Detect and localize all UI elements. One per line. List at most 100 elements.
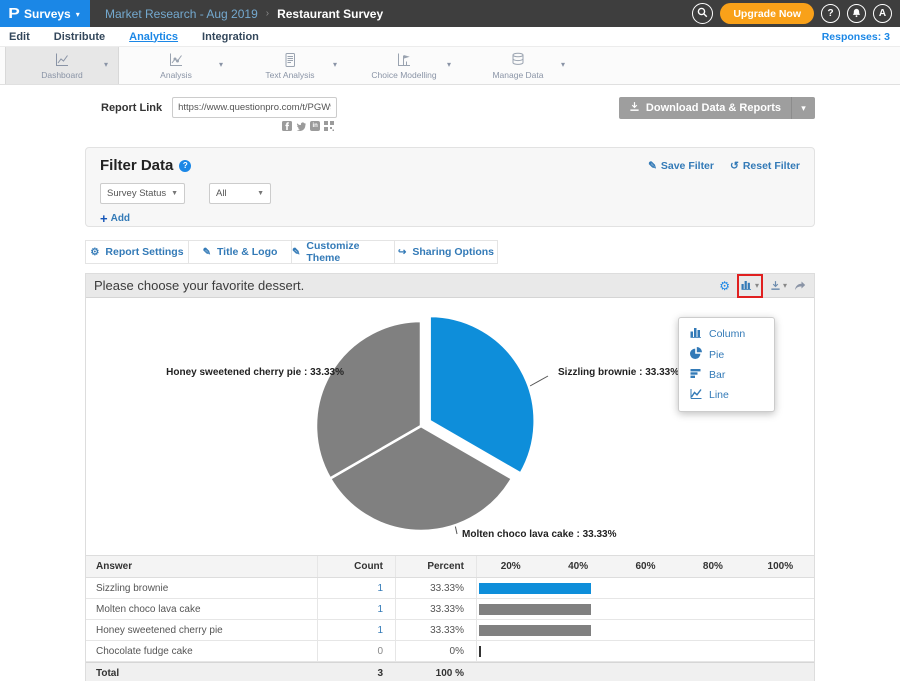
chevron-down-icon: ▾ xyxy=(76,10,80,19)
upgrade-now-button[interactable]: Upgrade Now xyxy=(720,3,814,24)
percent-bar xyxy=(479,604,591,615)
toolbar-label: Dashboard xyxy=(41,70,83,80)
facebook-icon[interactable] xyxy=(282,121,292,131)
chart-settings-gear-icon[interactable]: ⚙ xyxy=(719,279,730,293)
search-button[interactable] xyxy=(692,3,713,24)
add-filter-label: Add xyxy=(111,213,130,224)
scale-tick: 100% xyxy=(747,561,814,572)
toolbar-label: Text Analysis xyxy=(265,70,314,80)
count-cell[interactable]: 1 xyxy=(317,620,395,640)
notifications-button[interactable] xyxy=(847,4,866,23)
toolbar-item-text-analysis[interactable]: Text Analysis ▾ xyxy=(233,47,347,84)
toolbar-item-manage-data[interactable]: Manage Data ▾ xyxy=(461,47,575,84)
chart-share-button[interactable] xyxy=(794,281,806,291)
menu-item-column[interactable]: Column xyxy=(679,324,774,344)
help-button[interactable]: ? xyxy=(821,4,840,23)
product-switcher[interactable]: P Surveys ▾ xyxy=(0,0,90,27)
count-cell[interactable]: 1 xyxy=(317,578,395,598)
help-icon[interactable]: ? xyxy=(179,160,191,172)
table-row: Molten choco lava cake 1 33.33% xyxy=(86,599,814,620)
tab-label: Title & Logo xyxy=(217,246,277,258)
download-data-reports-button[interactable]: Download Data & Reports xyxy=(619,97,791,119)
percent-cell: 33.33% xyxy=(395,620,476,640)
filter-value-select[interactable]: All ▼ xyxy=(209,183,271,204)
breadcrumb-parent[interactable]: Market Research - Aug 2019 xyxy=(105,7,258,21)
menu-item-line[interactable]: Line xyxy=(679,385,774,405)
tab-report-settings[interactable]: ⚙ Report Settings xyxy=(85,240,189,264)
edit-icon: ✎ xyxy=(292,247,300,258)
main-menu: Edit Distribute Analytics Integration Re… xyxy=(0,27,900,47)
linkedin-icon[interactable]: in xyxy=(310,121,320,131)
percent-cell: 0% xyxy=(395,641,476,661)
chevron-down-icon[interactable]: ▾ xyxy=(333,60,337,69)
toolbar-label: Choice Modelling xyxy=(371,70,436,80)
tab-title-logo[interactable]: ✎ Title & Logo xyxy=(188,240,292,264)
menu-item-analytics[interactable]: Analytics xyxy=(129,31,178,43)
count-cell[interactable]: 0 xyxy=(317,641,395,661)
pie-chart-icon xyxy=(690,347,702,362)
responses-count[interactable]: Responses: 3 xyxy=(822,31,900,43)
avatar[interactable]: A xyxy=(873,4,892,23)
analytics-toolbar: Dashboard ▾ Analysis ▾ Text Analysis ▾ C… xyxy=(0,47,900,85)
report-link-row: Report Link in Download D xyxy=(85,97,815,133)
bell-icon xyxy=(851,7,862,21)
toolbar-item-choice-modelling[interactable]: Choice Modelling ▾ xyxy=(347,47,461,84)
bar-chart-icon xyxy=(741,277,752,295)
chart-type-dropdown-menu: Column Pie Bar xyxy=(678,317,775,412)
tab-customize-theme[interactable]: ✎ Customize Theme xyxy=(291,240,395,264)
tab-sharing-options[interactable]: ↪ Sharing Options xyxy=(394,240,498,264)
report-link-label: Report Link xyxy=(101,102,162,114)
menu-item-pie[interactable]: Pie xyxy=(679,344,774,365)
gears-icon: ⚙ xyxy=(90,247,99,258)
filter-field-select[interactable]: Survey Status ▼ xyxy=(100,183,185,204)
total-label: Total xyxy=(86,668,317,679)
toolbar-item-analysis[interactable]: Analysis ▾ xyxy=(119,47,233,84)
chevron-down-icon[interactable]: ▾ xyxy=(447,60,451,69)
share-icons: in xyxy=(172,121,337,131)
menu-item-integration[interactable]: Integration xyxy=(202,31,259,43)
chart-type-button-annotated[interactable]: ▾ xyxy=(737,274,763,298)
horizontal-bar-chart-icon xyxy=(690,368,702,382)
qr-embed-icon[interactable] xyxy=(324,121,334,131)
scale-tick: 80% xyxy=(679,561,746,572)
leader-line xyxy=(530,376,548,386)
percent-scale-header: 20% 40% 60% 80% 100% xyxy=(476,556,814,577)
save-filter-label: Save Filter xyxy=(661,160,714,172)
reset-filter-label: Reset Filter xyxy=(743,160,800,172)
menu-item-edit[interactable]: Edit xyxy=(9,31,30,43)
count-cell[interactable]: 1 xyxy=(317,599,395,619)
scale-tick: 40% xyxy=(544,561,611,572)
edit-icon: ✎ xyxy=(203,247,211,258)
reset-filter-button[interactable]: ↺ Reset Filter xyxy=(730,160,800,172)
chart-download-button[interactable]: ▾ xyxy=(770,280,787,291)
reset-icon: ↺ xyxy=(730,160,739,172)
menu-item-bar[interactable]: Bar xyxy=(679,365,774,385)
breadcrumb-current: Restaurant Survey xyxy=(277,7,383,21)
report-link-input[interactable] xyxy=(172,97,337,118)
percent-cell: 33.33% xyxy=(395,578,476,598)
menu-item-distribute[interactable]: Distribute xyxy=(54,31,105,43)
question-chart-panel: Please choose your favorite dessert. ⚙ ▾… xyxy=(85,273,815,681)
bar-cell xyxy=(476,578,814,598)
answer-cell: Honey sweetened cherry pie xyxy=(86,625,317,636)
filter-value-value: All xyxy=(216,188,227,199)
twitter-icon[interactable] xyxy=(296,121,306,131)
download-button-label: Download Data & Reports xyxy=(646,102,781,114)
toolbar-item-dashboard[interactable]: Dashboard ▾ xyxy=(5,47,119,84)
table-total-row: Total 3 100 % xyxy=(86,662,814,681)
table-row: Honey sweetened cherry pie 1 33.33% xyxy=(86,620,814,641)
download-options-caret[interactable]: ▾ xyxy=(791,97,815,119)
toolbar-label: Manage Data xyxy=(492,70,543,80)
save-filter-button[interactable]: ✎ Save Filter xyxy=(648,160,714,172)
chevron-down-icon[interactable]: ▾ xyxy=(561,60,565,69)
choice-modelling-chart-icon xyxy=(396,52,412,68)
topbar-actions: Upgrade Now ? A xyxy=(692,3,900,24)
add-filter-button[interactable]: + Add xyxy=(100,211,800,226)
download-icon xyxy=(629,101,640,115)
download-data-reports-group: Download Data & Reports ▾ xyxy=(619,97,815,119)
bar-cell xyxy=(476,599,814,619)
chevron-down-icon[interactable]: ▾ xyxy=(104,60,108,69)
pie-label-sizzling-brownie: Sizzling brownie : 33.33% xyxy=(558,367,679,378)
chevron-down-icon[interactable]: ▾ xyxy=(219,60,223,69)
col-header-percent: Percent xyxy=(395,556,476,577)
